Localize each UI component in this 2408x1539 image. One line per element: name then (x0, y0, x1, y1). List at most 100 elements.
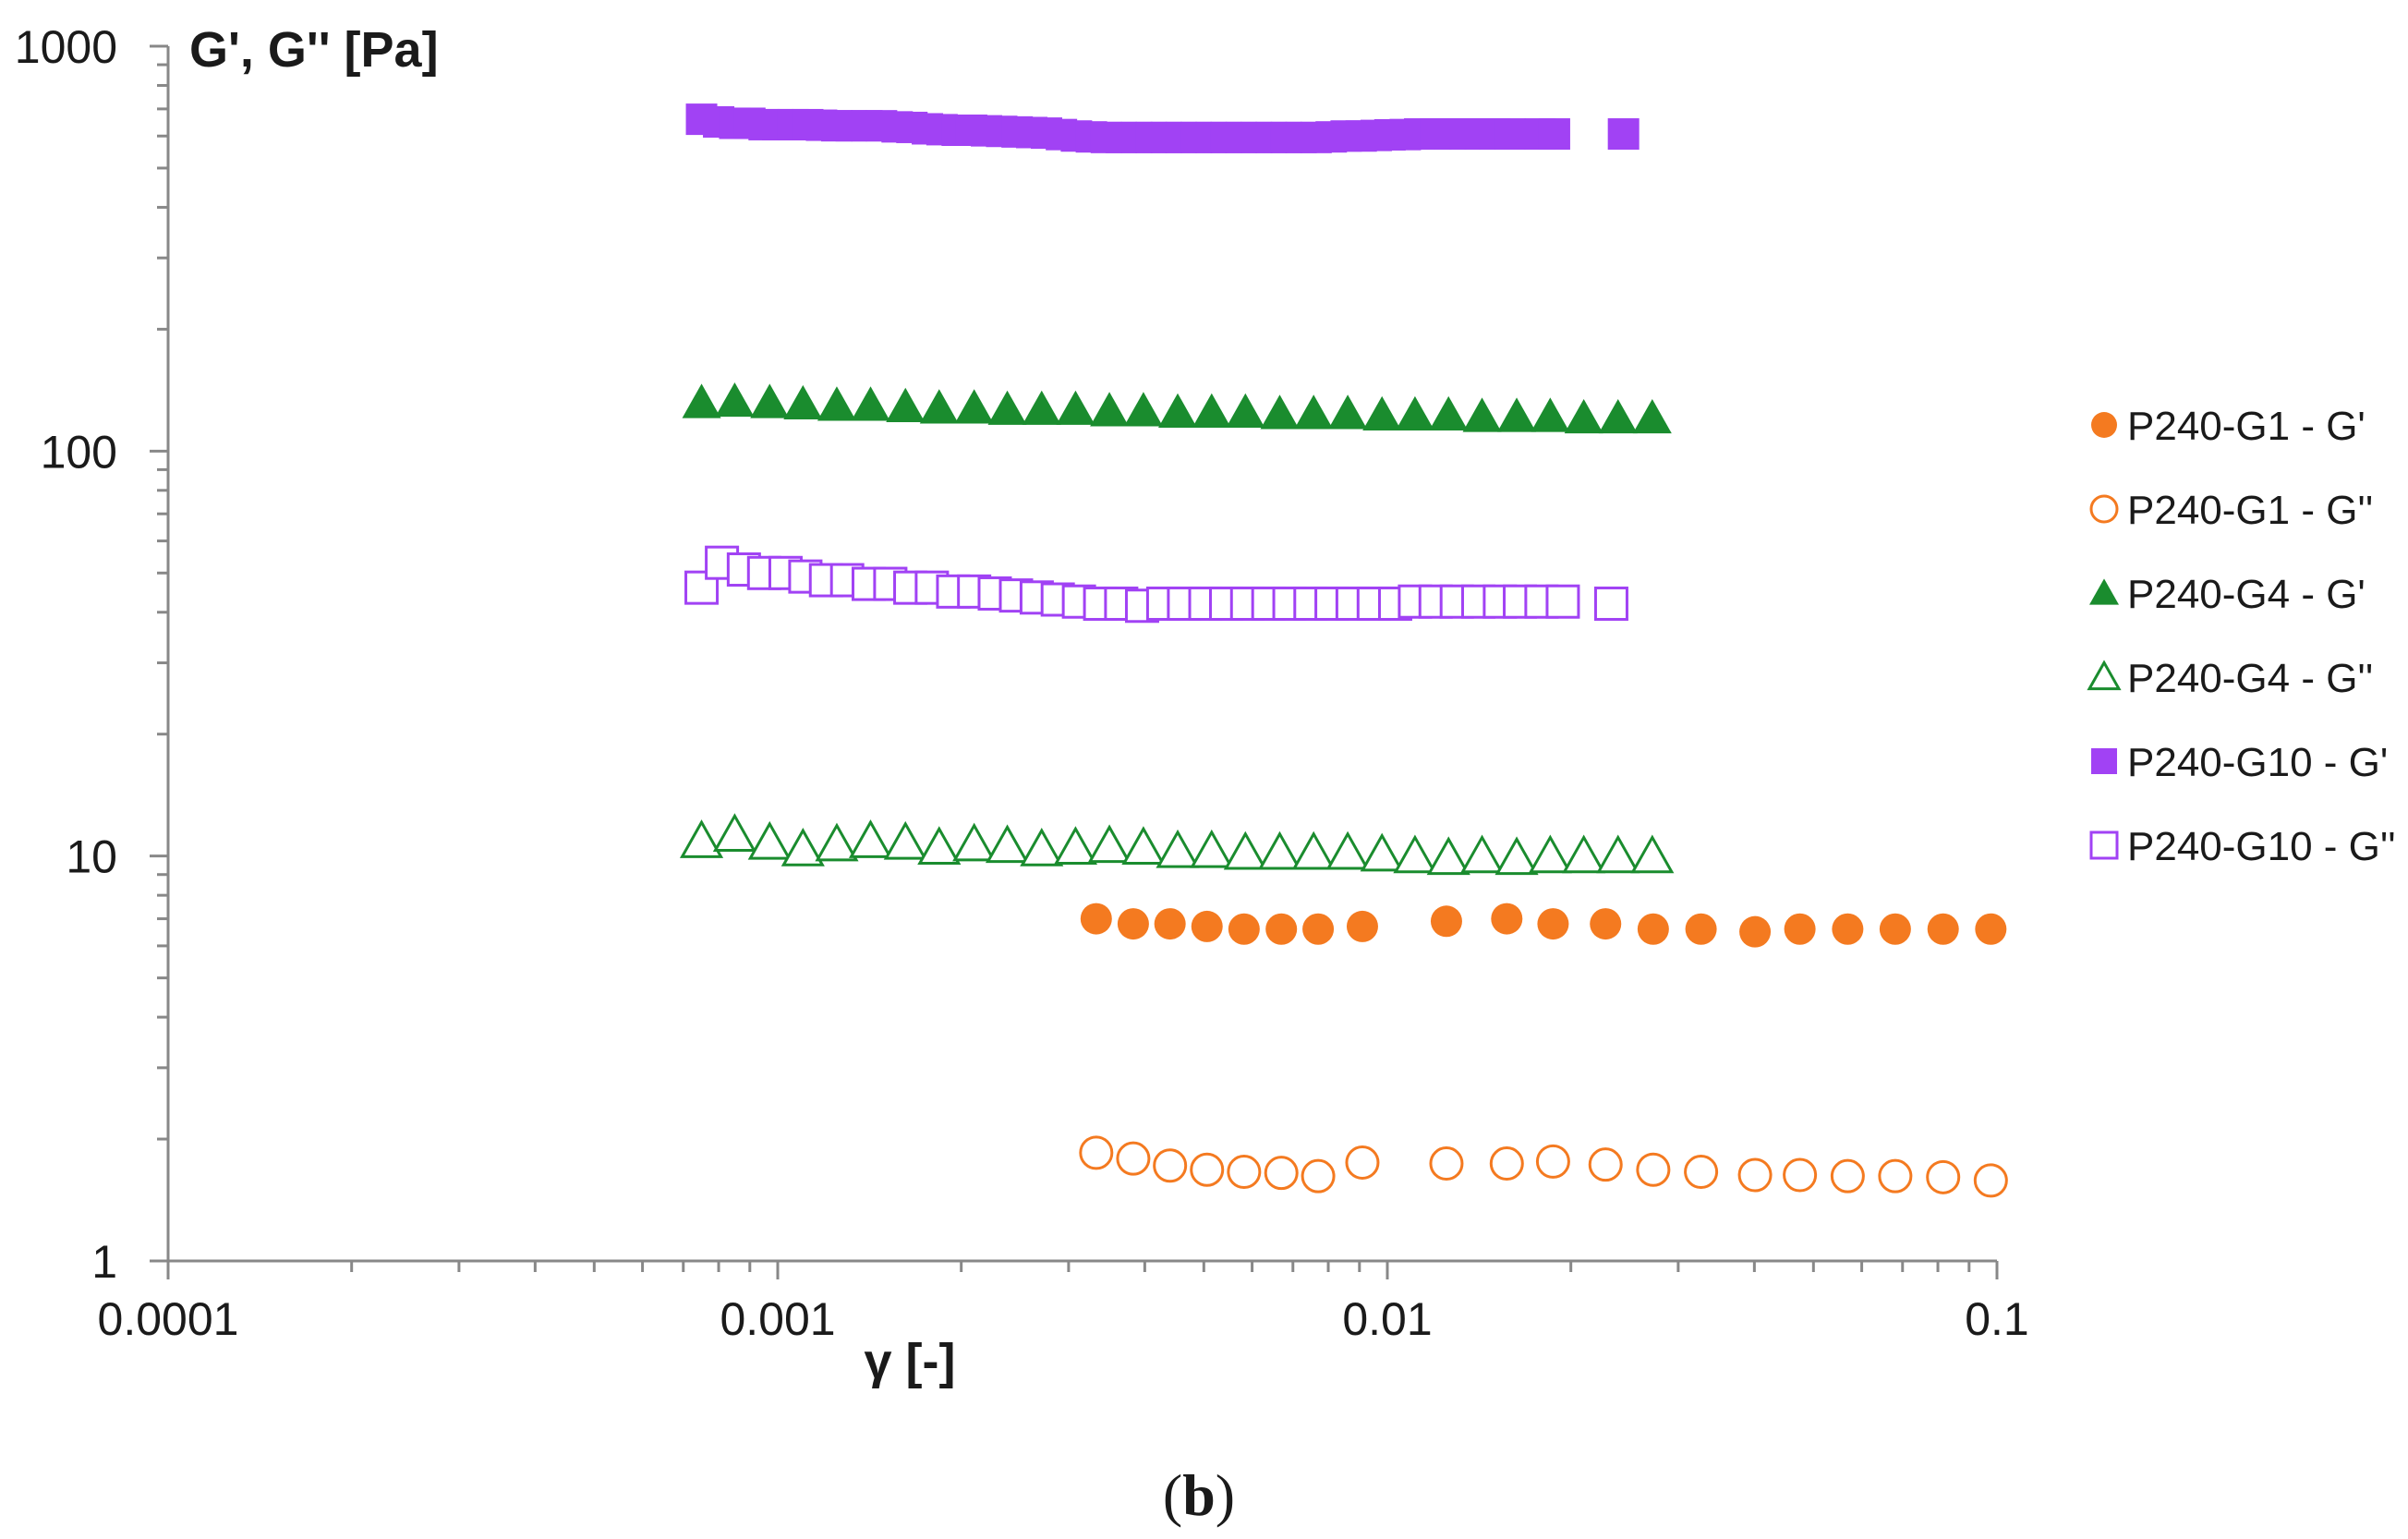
data-point (1393, 834, 1437, 874)
data-point (1545, 584, 1580, 619)
data-point (1362, 395, 1402, 431)
y-tick-label: 10 (66, 831, 117, 883)
legend-marker (2091, 412, 2117, 438)
data-point (1154, 908, 1186, 940)
data-point (1462, 397, 1502, 432)
legend-label: P240-G10 - G'' (2127, 824, 2396, 869)
data-point (1535, 1144, 1570, 1179)
data-point (1192, 393, 1231, 428)
data-point (1491, 903, 1523, 935)
data-point (1497, 397, 1537, 432)
data-point (1630, 834, 1675, 874)
data-point (1158, 393, 1198, 428)
data-point (1975, 913, 2007, 945)
legend-item: P240-G4 - G'' (2087, 656, 2373, 701)
data-point (1265, 913, 1298, 945)
data-point (1190, 829, 1234, 868)
series-2 (682, 382, 1672, 434)
caption-letter: b (1182, 1462, 1216, 1528)
data-point (1588, 1147, 1623, 1182)
legend-marker (2087, 660, 2122, 691)
data-point (783, 384, 823, 420)
data-point (1739, 915, 1772, 948)
data-point (1301, 1158, 1336, 1194)
series-5 (684, 545, 1628, 624)
data-point (1598, 398, 1638, 434)
data-point (1632, 398, 1672, 434)
data-point (1153, 1148, 1188, 1183)
y-axis-title: G', G'' [Pa] (189, 22, 439, 78)
data-point (1345, 1145, 1380, 1180)
data-point (1429, 1146, 1464, 1182)
data-point (1593, 586, 1628, 621)
data-point (1325, 830, 1370, 870)
series-1 (1079, 1135, 2008, 1198)
data-point (1020, 828, 1064, 866)
caption-close: ) (1216, 1462, 1235, 1528)
data-point (747, 820, 792, 860)
data-point (1226, 393, 1265, 428)
data-point (1291, 830, 1336, 870)
x-tick-label: 0.1 (1965, 1293, 2029, 1345)
tick-labels: 0.0001 0.001 0.01 0.1 1 10 100 1000 (15, 21, 2029, 1345)
data-point (1537, 908, 1569, 940)
data-point (1636, 1152, 1671, 1187)
data-point (1685, 913, 1717, 945)
data-point (1784, 913, 1816, 945)
data-point (1294, 394, 1334, 430)
data-point (848, 819, 893, 858)
legend-label: P240-G4 - G' (2127, 572, 2366, 617)
data-point (1494, 118, 1526, 151)
legend-marker (2089, 494, 2119, 524)
data-point (1637, 913, 1669, 945)
legend-marker (2089, 578, 2119, 605)
data-point (919, 389, 959, 424)
data-point (886, 387, 926, 422)
data-point (1830, 1158, 1865, 1194)
data-point (712, 813, 756, 853)
data-point (780, 828, 825, 866)
data-point (1022, 390, 1061, 425)
x-tick-label: 0.0001 (98, 1293, 239, 1345)
legend: P240-G1 - G' P240-G1 - G'' P240-G4 - G' P24… (2087, 404, 2396, 869)
data-point (1257, 830, 1302, 870)
data-point (1926, 1159, 1961, 1194)
data-point (851, 386, 890, 421)
data-point (1395, 395, 1434, 431)
data-point (1346, 910, 1378, 942)
legend-label: P240-G1 - G'' (2127, 488, 2373, 533)
data-point (1564, 398, 1603, 434)
data-point (1927, 913, 1959, 945)
data-point (1190, 1152, 1225, 1187)
data-point (1607, 118, 1640, 151)
data-point (1879, 913, 1911, 945)
data-point (1328, 394, 1368, 430)
data-point (1429, 395, 1469, 431)
data-point (1562, 834, 1606, 874)
legend-label: P240-G1 - G' (2127, 404, 2366, 449)
caption-open: ( (1163, 1462, 1182, 1528)
data-point (817, 386, 856, 421)
legend-item: P240-G1 - G'' (2089, 488, 2373, 533)
data-point (1459, 834, 1505, 874)
axes (150, 44, 1999, 1279)
data-point (1227, 1155, 1262, 1190)
data-point (1590, 908, 1622, 940)
data-point (1737, 1157, 1773, 1193)
data-point (1191, 910, 1223, 942)
series-3 (679, 813, 1675, 876)
data-point (1117, 908, 1149, 940)
data-point (917, 826, 962, 865)
data-point (1538, 118, 1570, 151)
data-point (883, 820, 927, 860)
data-point (1684, 1155, 1719, 1190)
data-point (1302, 913, 1335, 945)
data-point (750, 383, 790, 418)
data-point (1087, 824, 1131, 864)
y-tick-label: 1 (91, 1236, 117, 1288)
data-point (1090, 392, 1130, 427)
data-point (987, 390, 1027, 425)
data-point (1596, 834, 1640, 874)
x-tick-label: 0.001 (720, 1293, 835, 1345)
